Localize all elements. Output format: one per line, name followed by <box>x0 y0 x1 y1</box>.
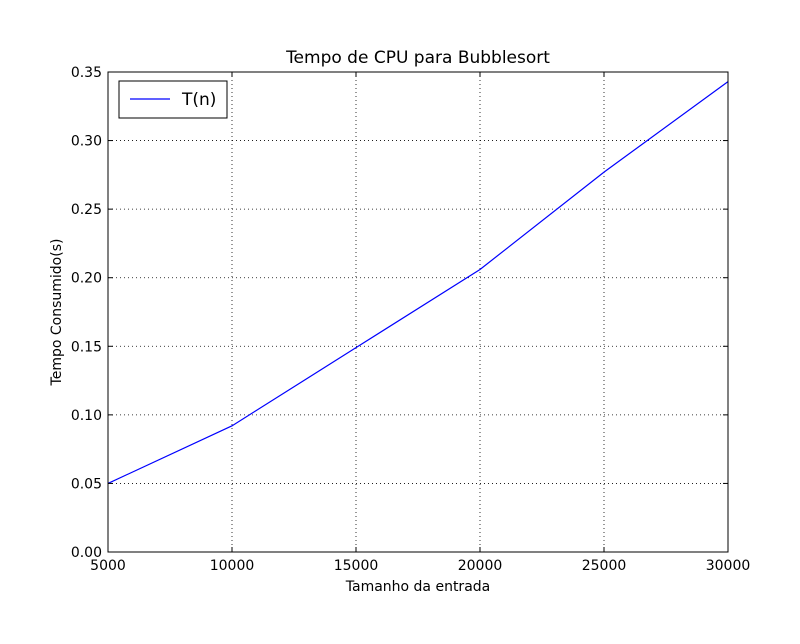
x-tick-label: 5000 <box>90 558 126 574</box>
y-tick-label: 0.25 <box>71 202 102 218</box>
x-axis-title: Tamanho da entrada <box>345 579 490 595</box>
y-tick-label: 0.30 <box>71 134 102 150</box>
x-tick-label: 30000 <box>706 558 751 574</box>
x-tick-label: 10000 <box>210 558 255 574</box>
series-line-0 <box>107 81 729 484</box>
y-tick-label: 0.20 <box>71 271 102 287</box>
y-tick-label: 0.00 <box>71 545 102 561</box>
legend: T(n) <box>118 80 228 119</box>
tick-labels: 5000 10000 15000 20000 25000 30000 0.00 0.05 0.1… <box>71 65 750 574</box>
legend-label: T(n) <box>181 90 216 110</box>
x-tick-label: 20000 <box>458 558 503 574</box>
y-tick-label: 0.05 <box>71 476 102 492</box>
y-tick-label: 0.10 <box>71 408 102 424</box>
plot-frame <box>107 71 729 553</box>
y-axis-title: Tempo Consumido(s) <box>49 239 65 387</box>
y-tick-label: 0.35 <box>71 65 102 81</box>
chart-title: Tempo de CPU para Bubblesort <box>285 48 550 68</box>
x-tick-label: 25000 <box>582 558 627 574</box>
axis-ticks <box>107 71 729 553</box>
x-tick-label: 15000 <box>334 558 379 574</box>
y-tick-label: 0.15 <box>71 339 102 355</box>
